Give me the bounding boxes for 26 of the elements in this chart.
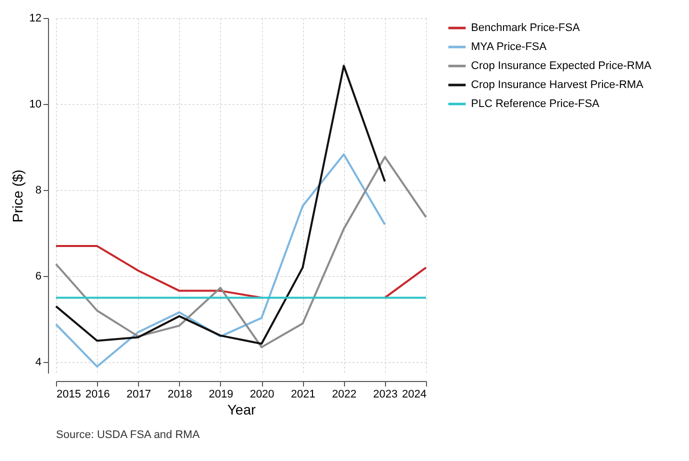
x-tick-label: 2019 [208, 388, 234, 400]
x-axis-title: Year [227, 402, 256, 418]
line-series [55, 64, 386, 345]
line-series [55, 156, 427, 348]
x-tick-label: 2023 [373, 388, 398, 400]
y-tick-label: 8 [35, 184, 42, 197]
line-series [55, 153, 386, 368]
legend-label: Benchmark Price-FSA [471, 22, 580, 34]
x-tick-label: 2015 [56, 388, 81, 400]
legend-label: PLC Reference Price-FSA [471, 98, 600, 110]
x-tick-label: 2020 [250, 388, 274, 400]
x-tick-label: 2017 [126, 388, 151, 400]
x-tick-label: 2018 [168, 388, 192, 400]
y-tick-label: 6 [35, 270, 42, 283]
y-tick-label: 10 [29, 98, 42, 111]
x-tick-label: 2024 [402, 388, 426, 400]
legend-label: Crop Insurance Expected Price-RMA [471, 60, 652, 72]
y-tick-label: 4 [35, 356, 42, 369]
x-tick-label: 2022 [332, 388, 357, 400]
legend-label: MYA Price-FSA [471, 41, 548, 53]
x-tick-label: 2016 [85, 388, 110, 400]
legend-label: Crop Insurance Harvest Price-RMA [471, 79, 644, 91]
y-axis-title: Price ($) [9, 170, 26, 222]
x-tick-label: 2021 [290, 388, 316, 400]
y-tick-label: 12 [29, 12, 42, 24]
source-note: Source: USDA FSA and RMA [56, 429, 200, 441]
